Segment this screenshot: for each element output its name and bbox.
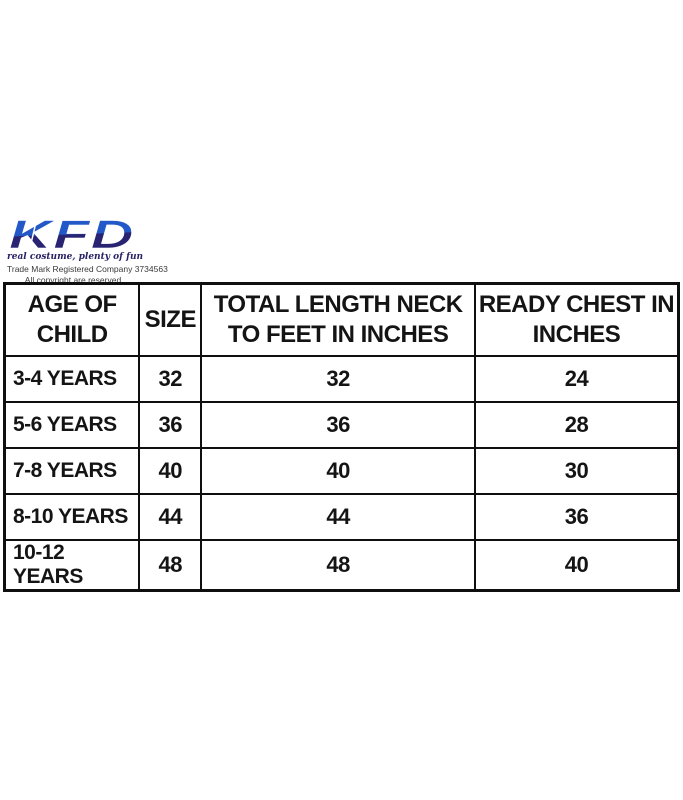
length-cell: 36 [200,400,476,449]
col-header-ready-chest: READY CHEST IN INCHES [473,282,680,357]
table-row: 10-12 YEARS 48 48 40 [3,538,680,591]
header-line: SIZE [144,305,197,333]
age-cell: 7-8 YEARS [3,446,141,495]
table-row: 8-10 YEARS 44 44 36 [3,492,680,541]
header-line: READY CHEST IN [478,290,675,318]
header-row: AGE OF CHILD SIZE TOTAL LENGTH NECK TO F… [3,282,680,357]
size-cell: 48 [138,538,203,591]
brand-text: KFD [9,216,135,254]
logo-tagline: real costume, plenty of fun [7,252,144,262]
size-cell: 44 [138,492,203,541]
chest-cell: 30 [473,446,680,495]
kfd-logo: KFD real costume, plenty of fun Trade Ma… [7,216,168,285]
header-line: TOTAL LENGTH NECK [213,290,463,318]
logo-slash-decor [28,217,38,253]
size-cell: 32 [138,354,203,403]
table-row: 5-6 YEARS 36 36 28 [3,400,680,449]
copyright-text: All copyright are reserved [24,275,122,285]
trademark-text: Trade Mark Registered Company 3734563 [7,264,168,274]
length-cell: 32 [200,354,476,403]
length-cell: 40 [200,446,476,495]
length-cell: 48 [200,538,476,591]
col-header-size: SIZE [138,282,203,357]
col-header-total-length: TOTAL LENGTH NECK TO FEET IN INCHES [200,282,476,357]
table-row: 3-4 YEARS 32 32 24 [3,354,680,403]
age-cell: 5-6 YEARS [3,400,141,449]
length-cell: 44 [200,492,476,541]
kfd-brand-mark-icon: KFD [9,216,135,254]
header-line: CHILD [36,320,108,348]
size-cell: 36 [138,400,203,449]
chest-cell: 24 [473,354,680,403]
table-row: 7-8 YEARS 40 40 30 [3,446,680,495]
table-header: AGE OF CHILD SIZE TOTAL LENGTH NECK TO F… [3,282,680,357]
size-chart-table: AGE OF CHILD SIZE TOTAL LENGTH NECK TO F… [3,282,680,592]
header-line: AGE OF [27,290,118,318]
header-line: INCHES [532,320,621,348]
age-cell: 10-12 YEARS [3,538,141,591]
col-header-age-of-child: AGE OF CHILD [3,282,141,357]
age-cell: 8-10 YEARS [3,492,141,541]
age-cell: 3-4 YEARS [3,354,141,403]
size-cell: 40 [138,446,203,495]
header-line: TO FEET IN INCHES [227,320,449,348]
chest-cell: 36 [473,492,680,541]
chest-cell: 40 [473,538,680,591]
chest-cell: 28 [473,400,680,449]
table-body: 3-4 YEARS 32 32 24 5-6 YEARS 36 36 28 7-… [3,354,680,591]
